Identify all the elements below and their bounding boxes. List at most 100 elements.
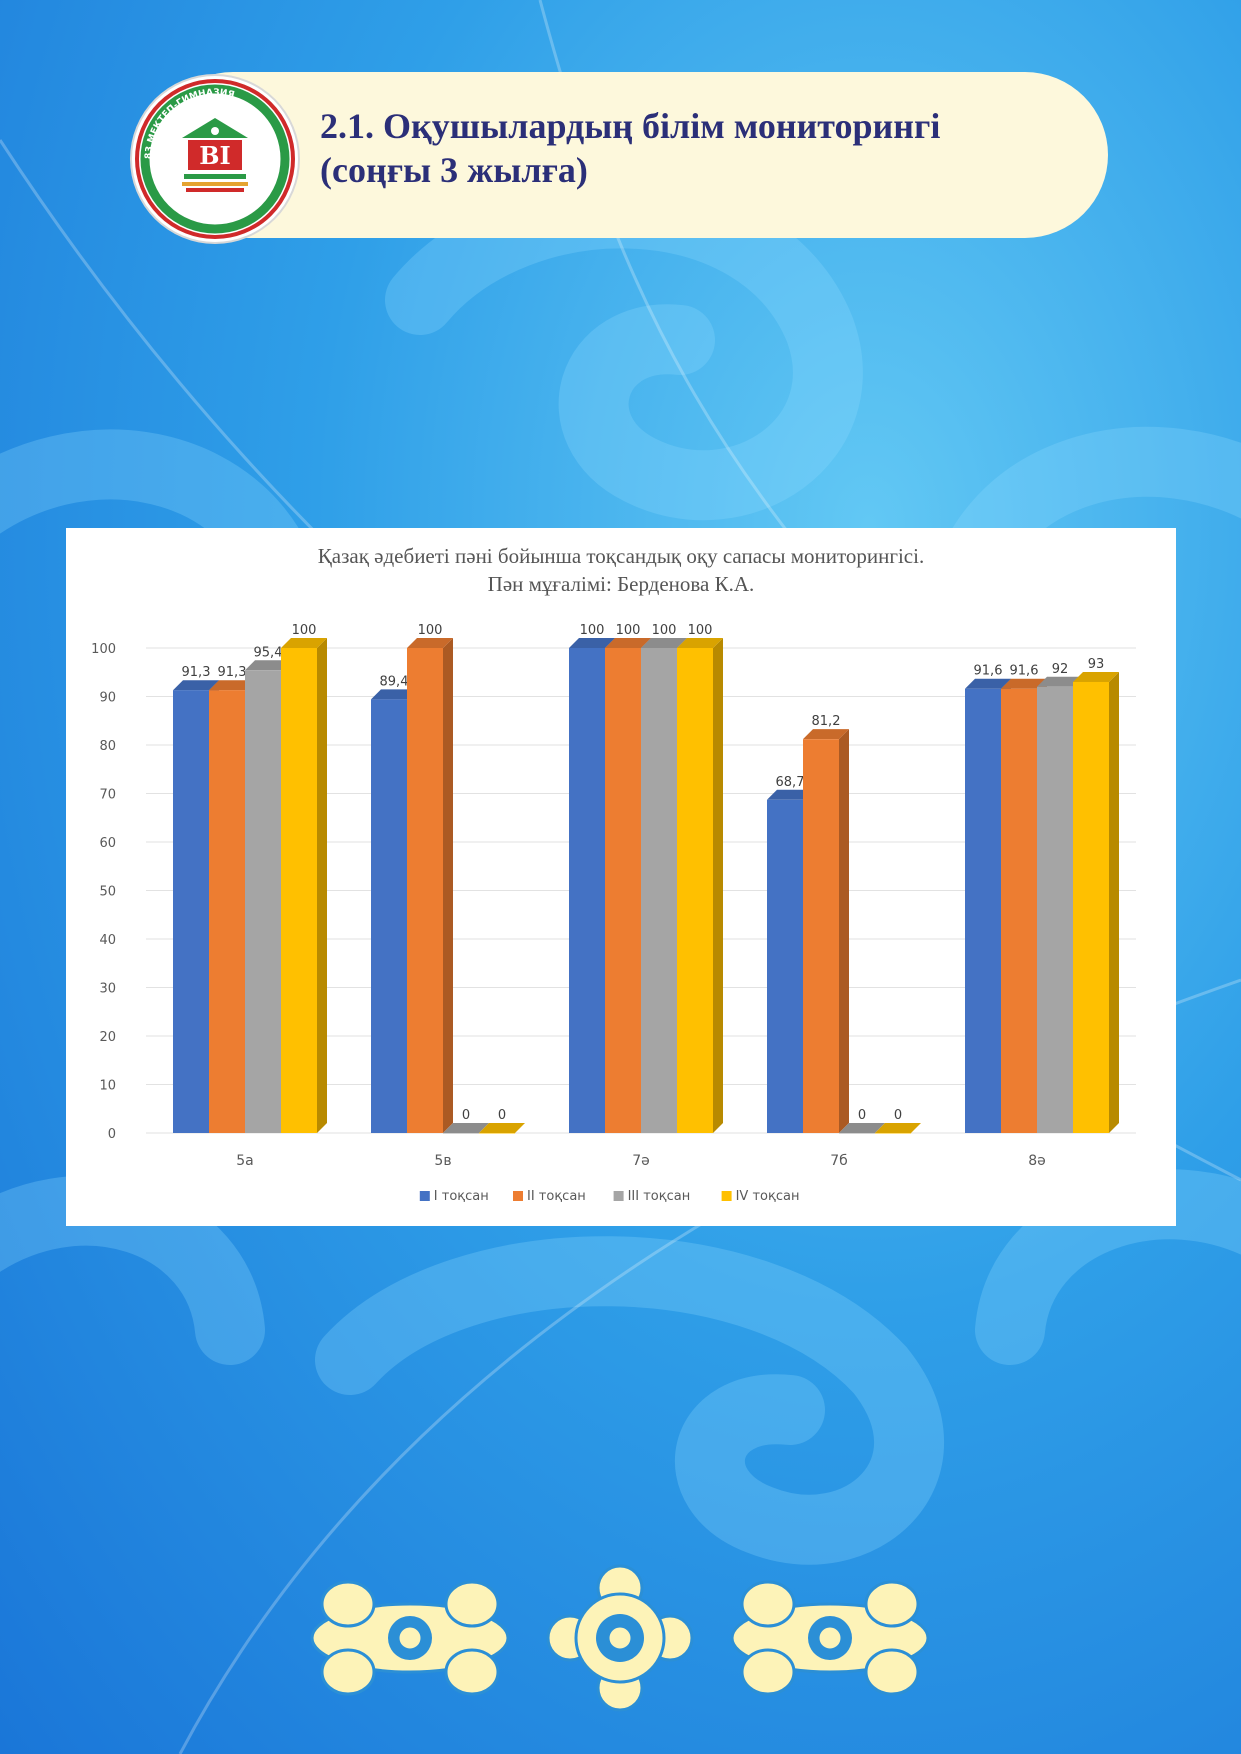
bar-top bbox=[803, 729, 849, 740]
section-title-line-1: 2.1. Оқушылардың білім мониторингі bbox=[320, 106, 941, 146]
y-tick-label: 10 bbox=[99, 1079, 116, 1094]
data-label: 91,6 bbox=[974, 664, 1003, 679]
x-tick-label: 7ә bbox=[632, 1153, 650, 1169]
legend-swatch bbox=[419, 1191, 430, 1201]
bar-top bbox=[371, 689, 417, 700]
bar bbox=[173, 690, 209, 1133]
bar-top bbox=[281, 638, 327, 648]
svg-text:ВІ: ВІ bbox=[199, 141, 231, 170]
bar bbox=[641, 648, 677, 1133]
data-label: 91,6 bbox=[1010, 664, 1039, 679]
data-label: 95,4 bbox=[254, 645, 283, 660]
bar-top bbox=[839, 1123, 885, 1133]
bar bbox=[1001, 688, 1037, 1133]
bar bbox=[443, 1133, 479, 1134]
data-label: 93 bbox=[1088, 657, 1105, 672]
bar bbox=[605, 648, 641, 1133]
data-label: 100 bbox=[616, 623, 641, 638]
bar-top bbox=[209, 680, 255, 691]
data-label: 100 bbox=[418, 623, 443, 638]
bar-top bbox=[407, 638, 453, 648]
bar bbox=[875, 1133, 911, 1134]
data-label: 0 bbox=[498, 1108, 506, 1123]
bar-top bbox=[875, 1123, 921, 1133]
y-tick-label: 70 bbox=[99, 788, 116, 803]
bar-side bbox=[317, 638, 327, 1133]
data-label: 81,2 bbox=[812, 714, 841, 729]
bar-top bbox=[1001, 678, 1047, 689]
legend-swatch bbox=[721, 1191, 732, 1201]
legend-label: І тоқсан bbox=[434, 1189, 489, 1204]
bar bbox=[281, 648, 317, 1133]
bar bbox=[209, 690, 245, 1133]
x-tick-label: 5а bbox=[236, 1153, 254, 1169]
data-label: 0 bbox=[894, 1108, 902, 1123]
bar-top bbox=[965, 678, 1011, 689]
data-label: 89,4 bbox=[380, 674, 409, 689]
data-label: 100 bbox=[688, 623, 713, 638]
bar bbox=[245, 670, 281, 1133]
bar bbox=[407, 648, 443, 1133]
bar-top bbox=[1037, 676, 1083, 687]
bar bbox=[1073, 681, 1109, 1133]
y-tick-label: 40 bbox=[99, 933, 116, 948]
legend-swatch bbox=[613, 1191, 624, 1201]
bar-top bbox=[173, 680, 219, 691]
bar-top bbox=[479, 1123, 525, 1133]
bar-top bbox=[569, 638, 615, 648]
y-tick-label: 60 bbox=[99, 836, 116, 851]
legend-label: ІІ тоқсан bbox=[527, 1189, 586, 1204]
y-tick-label: 20 bbox=[99, 1030, 116, 1045]
bar bbox=[479, 1133, 515, 1134]
chart-panel: 0 10 20 30 40 50 60 70 80 90 100 91,3 91,3 95,4 100 5а 8… bbox=[66, 528, 1176, 1226]
chart-title: Қазақ әдебиеті пәні бойынша тоқсандық оқ… bbox=[317, 544, 925, 568]
bar bbox=[839, 1133, 875, 1134]
bar-side bbox=[713, 638, 723, 1133]
bar bbox=[803, 739, 839, 1133]
section-title: 2.1. Оқушылардың білім мониторингі (соңғ… bbox=[320, 104, 1080, 192]
data-label: 91,3 bbox=[218, 665, 247, 680]
bar-top bbox=[443, 1123, 489, 1133]
bar-side bbox=[839, 729, 849, 1133]
legend-swatch bbox=[513, 1191, 523, 1201]
bar-side bbox=[443, 638, 453, 1133]
data-label: 0 bbox=[858, 1108, 866, 1123]
bar bbox=[569, 648, 605, 1133]
bar bbox=[767, 799, 803, 1133]
x-tick-label: 5в bbox=[434, 1153, 451, 1169]
data-label: 68,7 bbox=[776, 775, 805, 790]
bar bbox=[1037, 686, 1073, 1133]
data-label: 100 bbox=[580, 623, 605, 638]
bar-top bbox=[1073, 671, 1119, 682]
school-logo: 83 МЕКТЕП-ГИМНАЗИЯ ВІ bbox=[132, 76, 298, 242]
y-tick-label: 30 bbox=[99, 982, 116, 997]
y-tick-label: 90 bbox=[99, 691, 116, 706]
bar-top bbox=[677, 638, 723, 648]
bar-side bbox=[1109, 671, 1119, 1133]
chart-subtitle: Пән мұғалімі: Берденова К.А. bbox=[487, 572, 755, 596]
data-label: 91,3 bbox=[182, 665, 211, 680]
y-tick-label: 80 bbox=[99, 739, 116, 754]
bar-top bbox=[245, 660, 291, 671]
data-label: 100 bbox=[292, 623, 317, 638]
bar bbox=[965, 688, 1001, 1133]
bar bbox=[677, 648, 713, 1133]
header-banner bbox=[150, 72, 1108, 238]
y-tick-label: 100 bbox=[91, 642, 116, 657]
legend-label: ІV тоқсан bbox=[736, 1189, 800, 1204]
data-label: 0 bbox=[462, 1108, 470, 1123]
bar-top bbox=[605, 638, 651, 648]
bar-top bbox=[767, 789, 813, 800]
bar-chart: 0 10 20 30 40 50 60 70 80 90 100 91,3 91,3 95,4 100 5а 8… bbox=[91, 623, 1136, 1204]
ornament-footer bbox=[310, 1564, 930, 1712]
x-tick-label: 8ә bbox=[1028, 1153, 1046, 1169]
y-tick-label: 50 bbox=[99, 885, 116, 900]
y-tick-label: 0 bbox=[108, 1127, 116, 1142]
x-tick-label: 7б bbox=[830, 1153, 848, 1169]
bar bbox=[371, 699, 407, 1133]
data-label: 92 bbox=[1052, 662, 1069, 677]
data-label: 100 bbox=[652, 623, 677, 638]
legend-label: ІІІ тоқсан bbox=[628, 1189, 691, 1204]
section-title-line-2: (соңғы 3 жылға) bbox=[320, 150, 588, 190]
bar-top bbox=[641, 638, 687, 648]
